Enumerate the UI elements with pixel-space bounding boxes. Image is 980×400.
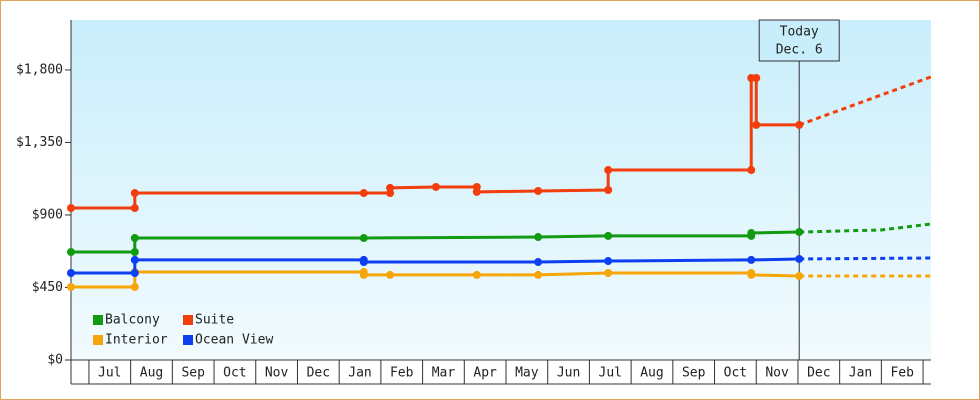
price-point [795, 272, 804, 281]
x-tick-label: Sep [682, 366, 706, 381]
x-tick-label: Dec [807, 366, 830, 381]
y-tick-label: $900 [32, 207, 63, 222]
legend-label: Suite [195, 313, 234, 328]
price-point [386, 183, 395, 192]
price-point [534, 233, 543, 242]
price-point [386, 270, 395, 279]
x-tick-label: Feb [390, 366, 414, 381]
x-tick-label: Nov [265, 366, 289, 381]
y-tick-label: $450 [32, 280, 63, 295]
plot-area [71, 20, 931, 360]
today-box [758, 19, 840, 62]
price-point [604, 268, 613, 277]
x-tick-label: Aug [640, 366, 663, 381]
forecast-line [799, 222, 932, 234]
price-point [747, 270, 756, 279]
today-label: Dec. 6 [776, 43, 823, 58]
price-point [534, 186, 543, 195]
price-point [359, 189, 368, 198]
price-point [747, 255, 756, 264]
y-tick-label: $1,800 [16, 62, 63, 77]
y-tick-label: $0 [47, 353, 63, 368]
x-tick-label: Feb [890, 366, 914, 381]
legend-swatch [93, 315, 103, 325]
price-point [472, 187, 481, 196]
x-tick-label: Jul [599, 366, 622, 381]
price-point [130, 268, 139, 277]
legend-label: Interior [105, 333, 168, 348]
price-point [534, 258, 543, 267]
price-point [747, 229, 756, 238]
price-point [359, 234, 368, 243]
price-point [604, 257, 613, 266]
price-point [604, 186, 613, 194]
x-tick-label: Mar [432, 366, 456, 381]
x-tick-label: Jun [557, 366, 580, 381]
price-point [67, 248, 75, 257]
price-point [130, 189, 139, 198]
legend-swatch [183, 315, 193, 325]
price-point [752, 120, 761, 129]
legend-swatch [183, 335, 193, 345]
x-tick-label: Sep [181, 366, 205, 381]
price-point [67, 283, 75, 292]
legend-label: Ocean View [195, 333, 273, 348]
price-point [534, 270, 543, 279]
price-point [431, 182, 440, 191]
x-tick-label: Aug [140, 366, 163, 381]
price-point [752, 74, 761, 83]
price-point [130, 255, 139, 264]
price-point [130, 204, 139, 213]
x-tick-label: Jul [98, 366, 121, 381]
price-point [67, 204, 75, 213]
x-tick-label: Apr [473, 366, 497, 381]
x-tick-label: Jan [348, 366, 371, 381]
x-tick-label: Dec [307, 366, 330, 381]
price-point [67, 268, 75, 277]
legend-label: Balcony [105, 313, 160, 328]
x-tick-label: Oct [223, 366, 246, 381]
price-point [795, 228, 804, 237]
price-point [130, 248, 139, 257]
price-point [359, 258, 368, 267]
y-tick-label: $1,350 [16, 135, 63, 150]
x-tick-label: Jan [849, 366, 872, 381]
x-tick-label: Nov [765, 366, 789, 381]
price-point [795, 254, 804, 263]
today-label: Today [780, 25, 819, 40]
price-point [604, 231, 613, 240]
price-point [130, 234, 139, 243]
price-point [472, 270, 481, 279]
price-point [604, 166, 613, 175]
forecast-line [799, 256, 932, 261]
x-tick-label: Oct [724, 366, 747, 381]
legend-swatch [93, 335, 103, 345]
x-tick-label: May [515, 366, 539, 381]
price-point [359, 270, 368, 279]
price-point [795, 120, 804, 129]
price-point [747, 166, 756, 175]
price-point [130, 283, 139, 292]
